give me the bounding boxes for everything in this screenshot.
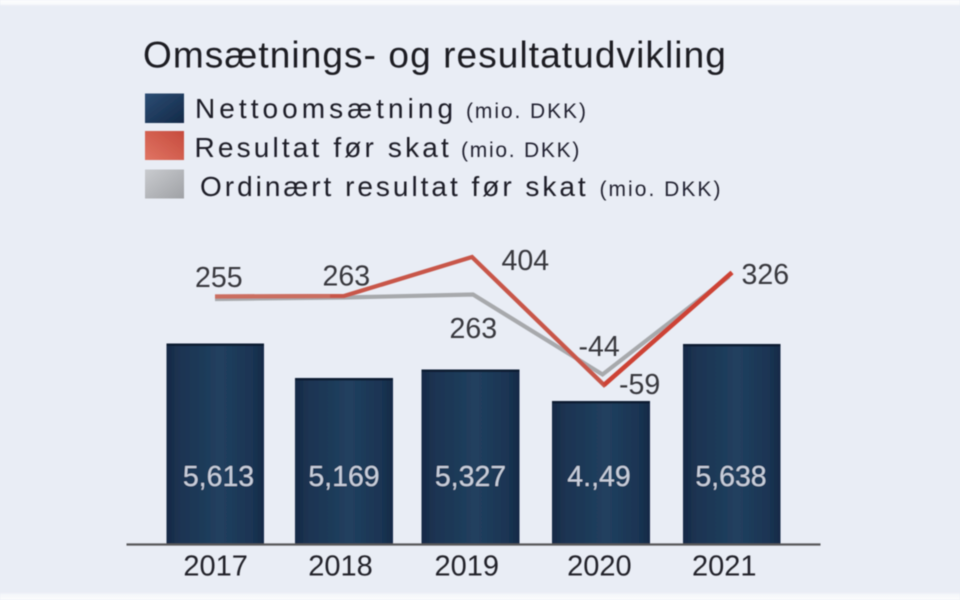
svg-text:Nettoomsætning: Nettoomsætning xyxy=(195,93,457,124)
svg-text:404: 404 xyxy=(502,245,550,277)
svg-text:Omsætnings- og resultatudvikli: Omsætnings- og resultatudvikling xyxy=(143,35,727,76)
svg-text:(mio. DKK): (mio. DKK) xyxy=(600,178,723,201)
svg-text:(mio. DKK): (mio. DKK) xyxy=(461,139,581,162)
svg-text:2017: 2017 xyxy=(183,550,248,582)
svg-text:5,638: 5,638 xyxy=(695,461,766,493)
svg-text:2021: 2021 xyxy=(692,550,757,582)
svg-text:5,327: 5,327 xyxy=(435,461,506,493)
svg-text:5,169: 5,169 xyxy=(308,461,379,493)
svg-text:326: 326 xyxy=(742,259,790,291)
svg-text:263: 263 xyxy=(323,261,371,293)
svg-text:2018: 2018 xyxy=(308,550,373,582)
svg-text:263: 263 xyxy=(450,313,498,345)
svg-text:-44: -44 xyxy=(579,331,620,363)
svg-text:2020: 2020 xyxy=(567,550,632,582)
svg-text:Resultat før skat: Resultat før skat xyxy=(195,132,452,163)
svg-text:2019: 2019 xyxy=(435,550,500,582)
svg-text:5,613: 5,613 xyxy=(183,461,254,493)
svg-text:255: 255 xyxy=(195,262,243,294)
svg-text:4.,49: 4.,49 xyxy=(567,461,630,493)
svg-text:Ordinært resultat før skat: Ordinært resultat før skat xyxy=(200,171,589,202)
svg-text:(mio. DKK): (mio. DKK) xyxy=(466,100,588,123)
svg-text:-59: -59 xyxy=(619,369,660,401)
